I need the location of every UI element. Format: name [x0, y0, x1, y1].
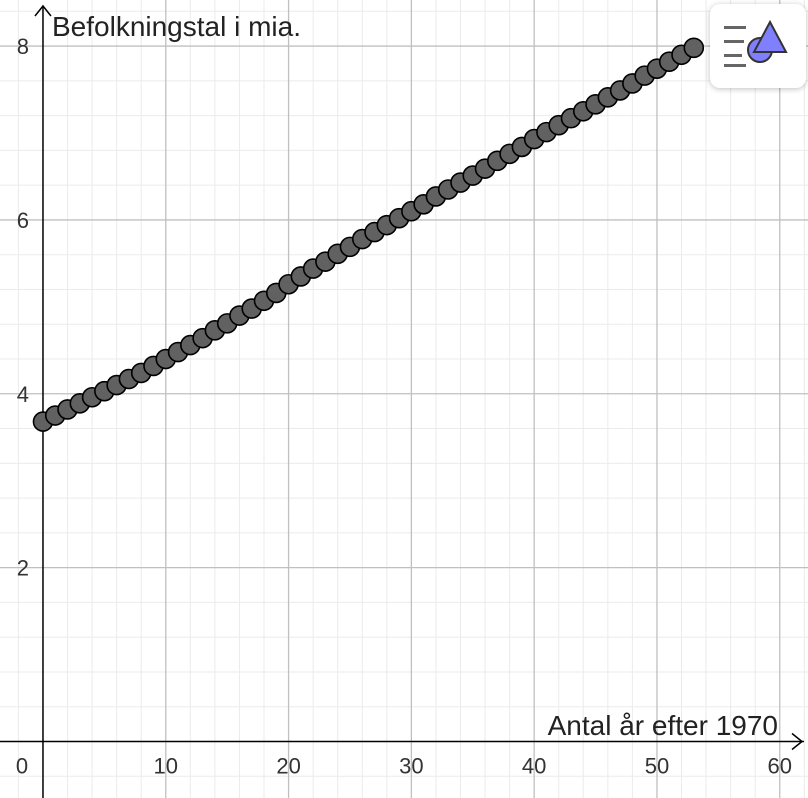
axes	[0, 4, 804, 798]
y-tick-label: 6	[17, 208, 29, 233]
x-tick-label: 40	[522, 753, 546, 778]
x-tick-label: 50	[645, 753, 669, 778]
tick-labels: 0 10 20 30 40 50 60 2 4 6 8	[16, 34, 792, 778]
y-tick-label: 4	[17, 382, 29, 407]
y-axis-arrow	[34, 4, 52, 17]
y-tick-label: 8	[17, 34, 29, 59]
x-tick-label: 20	[276, 753, 300, 778]
y-tick-label: 2	[17, 556, 29, 581]
x-tick-label: 30	[399, 753, 423, 778]
x-axis-title: Antal år efter 1970	[548, 710, 778, 741]
x-tick-label: 10	[154, 753, 178, 778]
style-bar-button[interactable]	[710, 4, 806, 88]
x-tick-label: 0	[16, 753, 28, 778]
x-axis-arrow	[791, 732, 804, 751]
data-point	[683, 37, 705, 59]
x-tick-label: 60	[768, 753, 792, 778]
data-points	[32, 37, 705, 432]
y-axis-title: Befolkningstal i mia.	[52, 11, 301, 42]
graphics-style-icon	[724, 20, 788, 67]
